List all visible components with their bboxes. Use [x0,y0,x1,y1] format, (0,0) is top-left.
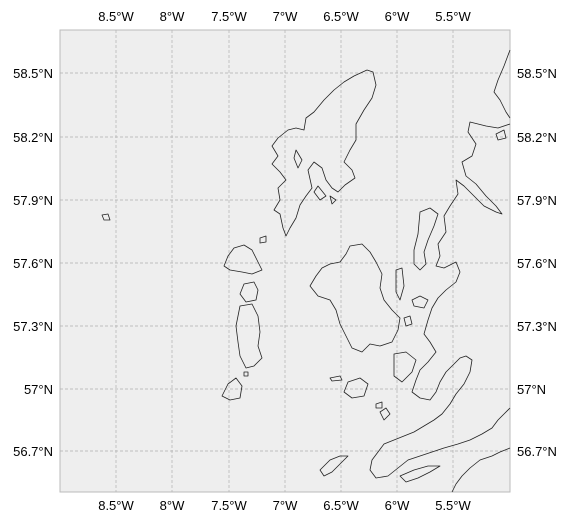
rum [343,377,369,399]
top-tick-label: 7.5°W [211,9,247,24]
loch-carron [411,295,429,309]
top-tick-labels: 8.5°W 8°W 7.5°W 7°W 6.5°W 6°W 5.5°W [98,9,471,24]
canna [329,375,343,382]
coll [319,455,349,477]
berneray [259,235,267,244]
right-tick-label: 57.6°N [517,256,557,271]
right-tick-label: 57°N [517,382,546,397]
bottom-tick-label: 6.5°W [323,498,359,513]
left-tick-labels: 58.5°N 58.2°N 57.9°N 57.6°N 57.3°N 57°N … [13,66,53,459]
scalpay-skye [403,315,413,327]
left-tick-label: 58.5°N [13,66,53,81]
eriskay [243,371,249,377]
left-tick-label: 56.7°N [13,444,53,459]
right-tick-label: 57.9°N [517,193,557,208]
summer-isles [495,129,507,141]
st-kilda [101,213,111,221]
bottom-tick-label: 7.5°W [211,498,247,513]
bottom-tick-labels: 8.5°W 8°W 7.5°W 7°W 6.5°W 6°W 5.5°W [98,498,471,513]
left-tick-label: 57.3°N [13,319,53,334]
harris-inlet [313,185,327,201]
mull-north [451,447,511,493]
ardnamurchan [399,465,441,483]
coastlines [101,49,511,493]
mainland-north [369,49,511,479]
top-tick-label: 6°W [385,9,410,24]
right-tick-labels: 58.5°N 58.2°N 57.9°N 57.6°N 57.3°N 57°N … [517,66,557,459]
lewis-inner-loch [293,149,303,169]
scalpay [329,195,337,205]
bottom-tick-label: 6°W [385,498,410,513]
left-tick-label: 57.6°N [13,256,53,271]
bottom-tick-label: 8°W [160,498,185,513]
raasay [395,267,405,301]
top-tick-label: 8.5°W [98,9,134,24]
loch-torridon [413,207,439,271]
bottom-tick-label: 5.5°W [435,498,471,513]
top-tick-label: 5.5°W [435,9,471,24]
right-tick-label: 57.3°N [517,319,557,334]
left-tick-label: 57.9°N [13,193,53,208]
top-tick-label: 8°W [160,9,185,24]
top-tick-label: 7°W [273,9,298,24]
knoydart [393,351,417,383]
left-tick-label: 58.2°N [13,130,53,145]
barra [221,377,243,401]
left-tick-label: 57°N [24,382,53,397]
muck [375,401,383,409]
south-uist [235,303,263,369]
right-tick-label: 58.5°N [517,66,557,81]
bottom-tick-label: 7°W [273,498,298,513]
gridlines [60,30,510,492]
eigg [379,407,391,421]
right-tick-label: 58.2°N [517,130,557,145]
bottom-tick-label: 8.5°W [98,498,134,513]
top-tick-label: 6.5°W [323,9,359,24]
skye [309,243,401,353]
lewis-harris-coast [271,69,377,237]
benbecula [239,281,259,303]
right-tick-label: 56.7°N [517,444,557,459]
north-uist [223,244,263,275]
